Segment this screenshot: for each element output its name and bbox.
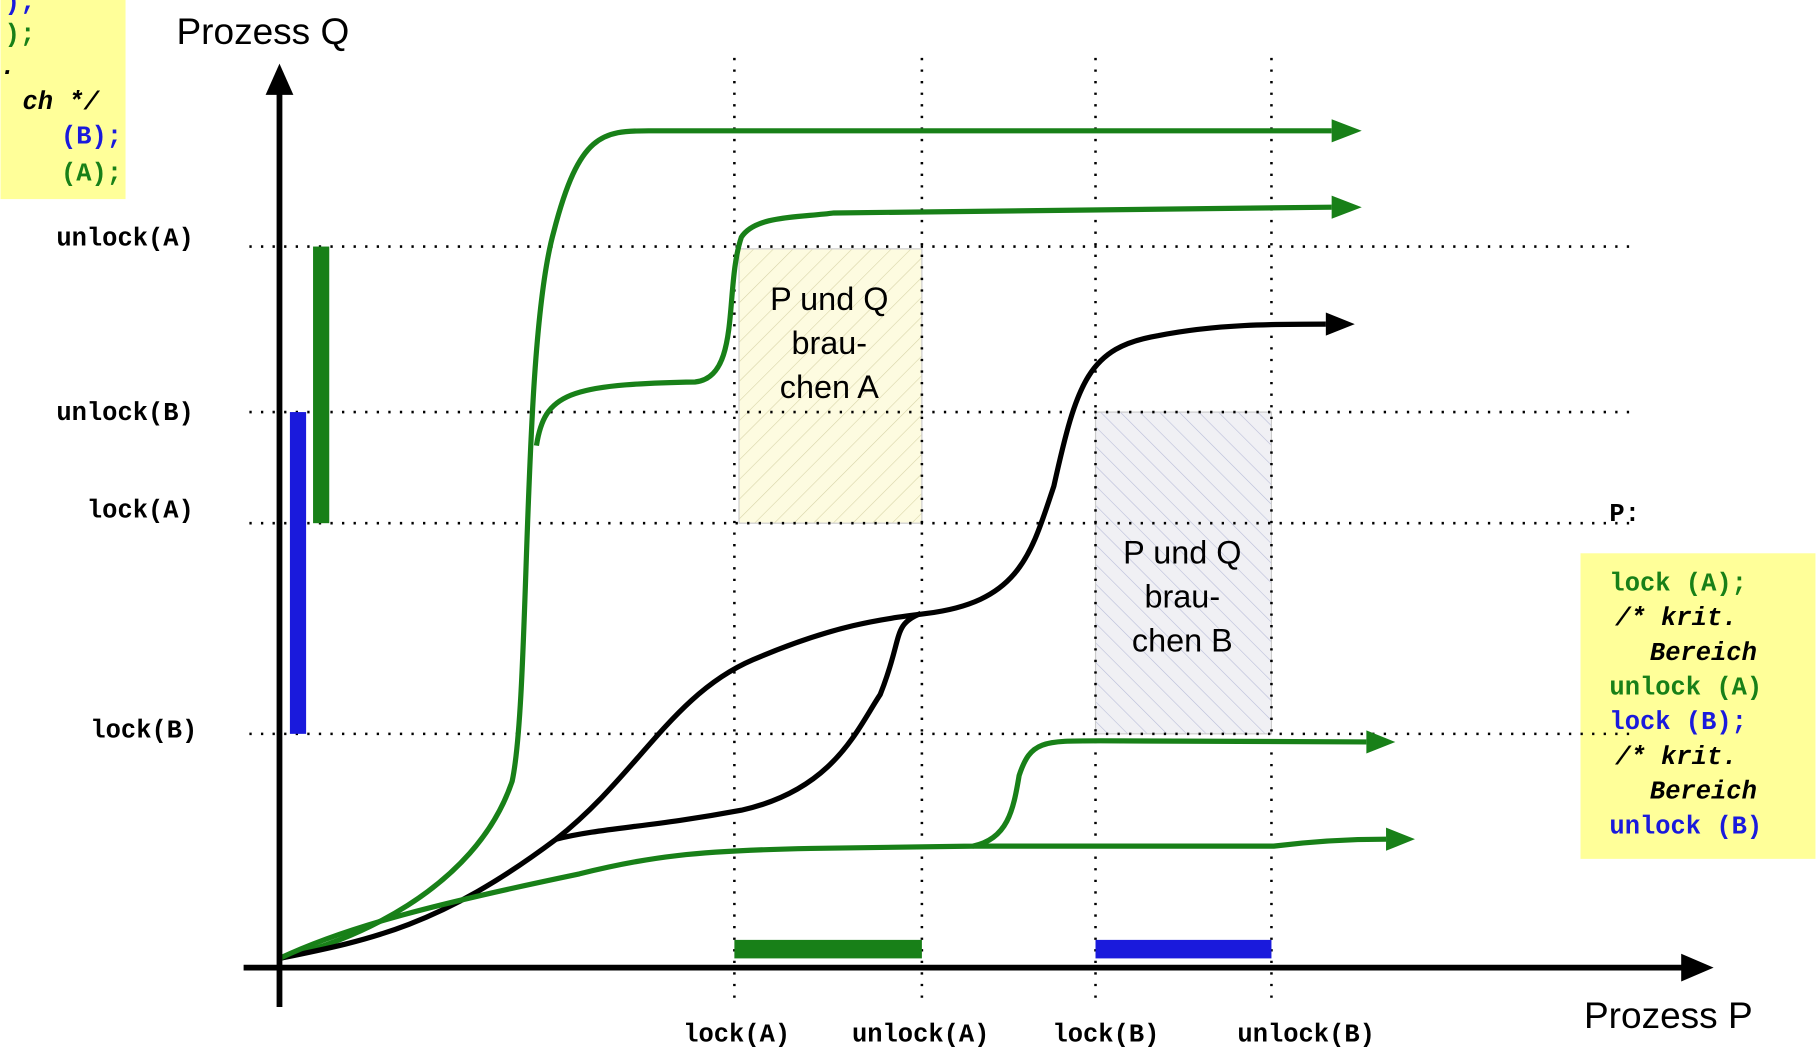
code-line: /* krit. [1614,604,1737,633]
x-axis-label: Prozess P [1584,994,1753,1036]
code-line: Bereich [1650,639,1757,668]
y-tick-label: unlock(B) [56,399,193,428]
bar-q-b [289,412,307,734]
region-label: P und Q [1123,535,1241,571]
code-box-p [1580,553,1816,859]
code-line: lock (A); [1609,569,1746,598]
guides [249,57,1633,998]
axes [243,63,1714,1008]
region-labels: P und Q brau- chen A P und Q brau- chen … [770,281,1241,658]
code-line: Bereich [1650,778,1757,807]
code-p: P: lock (A); /* krit. Bereich unlock (A)… [1609,500,1762,842]
code-title: P: [1609,500,1640,529]
x-tick-label: unlock(A) [852,1021,989,1050]
region-label: P und Q [770,281,888,317]
region-label: chen A [780,369,879,405]
bar-q-a [313,246,330,524]
bar-p-a [734,939,922,959]
y-tick-label: lock(B) [90,716,197,745]
code-line: (B); [61,123,122,152]
region-a [738,248,923,524]
code-box-q [0,0,126,200]
code-line: . [1,53,16,82]
x-tick-label: lock(A) [683,1021,790,1050]
x-ticks: lock(A) unlock(A) lock(B) unlock(B) [683,1021,1375,1050]
code-line: /* krit. [1614,743,1737,772]
y-axis-label: Prozess Q [176,10,349,52]
trajectories [278,119,1415,961]
code-line: ); [5,0,36,17]
code-q: ); ); . ch */ (B); (A); [1,0,123,189]
bar-p-b [1095,939,1272,959]
region-label: chen B [1132,623,1233,659]
x-tick-label: unlock(B) [1237,1021,1374,1050]
region-b [1094,411,1273,735]
code-line: ); [5,21,36,50]
code-line: unlock (B) [1609,812,1762,841]
region-label: brau- [1145,579,1221,615]
region-label: brau- [791,325,867,361]
code-line: ch */ [23,88,101,117]
code-line: lock (B); [1609,708,1746,737]
x-tick-label: lock(B) [1052,1021,1159,1050]
y-tick-label: unlock(A) [56,224,193,253]
code-line: unlock (A) [1609,673,1762,702]
y-tick-label: lock(A) [87,496,194,525]
code-line: (A); [61,160,122,189]
y-ticks: unlock(A) unlock(B) lock(A) lock(B) [56,224,197,745]
